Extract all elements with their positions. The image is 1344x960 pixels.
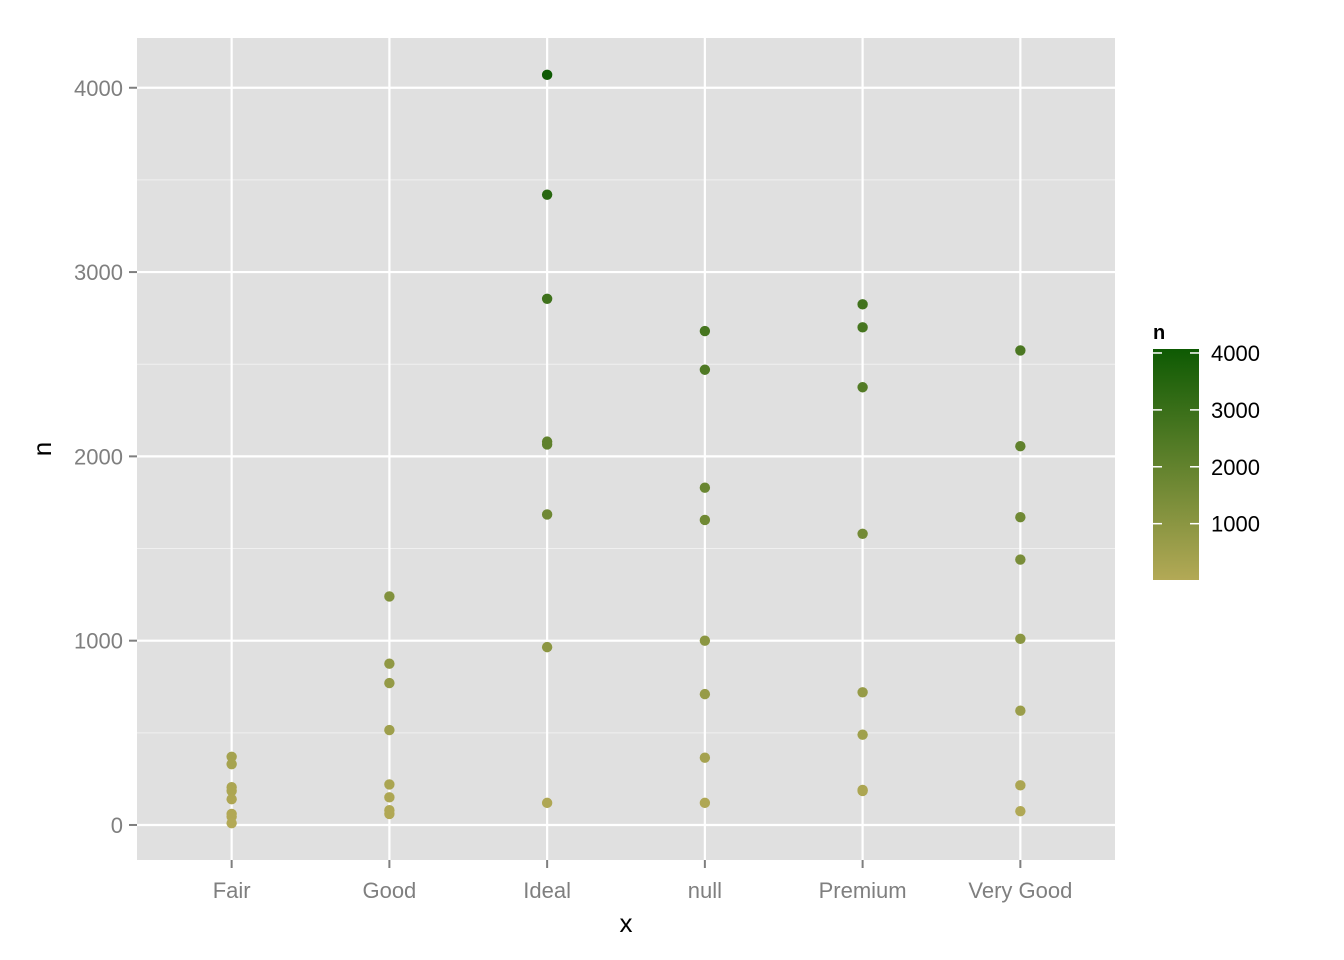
data-point [699, 364, 711, 375]
data-point [1015, 805, 1026, 817]
data-point [541, 797, 553, 809]
data-point [541, 641, 553, 653]
legend-title: n [1153, 322, 1165, 344]
data-point [1015, 511, 1026, 523]
legend-break-label: 1000 [1211, 512, 1260, 537]
data-point [226, 751, 237, 762]
x-tick-label: Fair [213, 878, 251, 903]
x-axis: Fair Good Ideal null Premium Very Good [213, 860, 1072, 903]
data-point [857, 382, 868, 393]
plot-panel [137, 38, 1115, 860]
y-tick-label: 1000 [74, 629, 123, 654]
data-point [384, 591, 395, 602]
data-point [1015, 441, 1026, 452]
y-axis: 0 1000 2000 3000 4000 [74, 76, 137, 838]
data-point [699, 482, 711, 493]
y-tick-label: 4000 [74, 76, 123, 101]
legend-breaks: 1000 2000 3000 4000 [1153, 341, 1260, 537]
x-tick-label: Ideal [523, 878, 571, 903]
x-tick-label: Premium [819, 878, 907, 903]
data-point [541, 509, 553, 520]
y-tick-label: 2000 [74, 444, 123, 469]
data-point [1015, 633, 1026, 645]
grid-major [137, 38, 1115, 860]
data-point [226, 793, 237, 805]
x-tick-label: Good [362, 878, 416, 903]
data-point [699, 514, 711, 526]
legend-break-label: 3000 [1211, 398, 1260, 423]
data-point [857, 299, 868, 310]
data-point [384, 792, 395, 803]
x-axis-title: x [620, 908, 633, 938]
data-point [1015, 554, 1026, 565]
data-point [541, 293, 553, 304]
data-point [699, 797, 711, 809]
data-points [226, 69, 1026, 829]
data-point [857, 528, 868, 539]
y-tick-label: 0 [111, 813, 123, 838]
data-point [699, 635, 711, 646]
data-point [384, 658, 395, 669]
legend-break-label: 4000 [1211, 341, 1260, 366]
color-legend: n 1000 2000 3000 4000 [1153, 322, 1260, 580]
data-point [384, 724, 395, 736]
data-point [1015, 705, 1026, 716]
data-point [857, 687, 868, 698]
data-point [1015, 780, 1026, 791]
x-tick-label: null [688, 878, 722, 903]
legend-break-label: 2000 [1211, 455, 1260, 480]
grid-minor [137, 179, 1115, 734]
data-point [226, 785, 237, 797]
data-point [857, 729, 868, 740]
data-point [384, 779, 395, 790]
data-point [1015, 345, 1026, 356]
data-point [541, 189, 553, 200]
data-point [226, 758, 237, 770]
data-point [857, 322, 868, 333]
legend-colorbar [1153, 349, 1199, 580]
data-point [384, 808, 395, 820]
data-point [699, 325, 711, 337]
data-point [384, 677, 395, 689]
data-point [541, 69, 553, 81]
data-point [541, 439, 553, 450]
y-axis-title: n [27, 442, 57, 456]
x-tick-label: Very Good [968, 878, 1072, 903]
data-point [857, 785, 868, 797]
data-point [699, 752, 711, 763]
y-tick-label: 3000 [74, 260, 123, 285]
data-point [226, 817, 237, 829]
data-point [699, 688, 711, 700]
